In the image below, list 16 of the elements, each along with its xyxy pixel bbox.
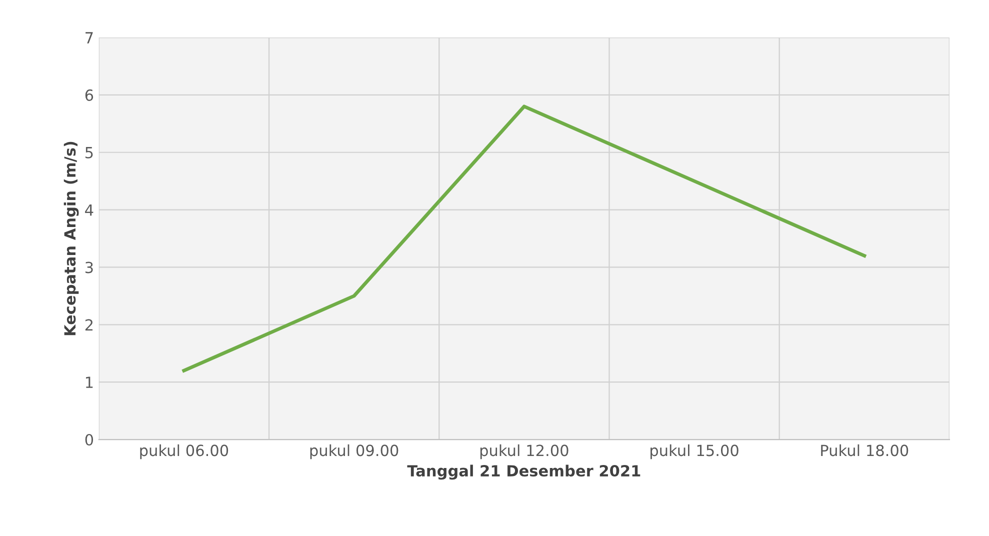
- line-series: [182, 104, 866, 372]
- x-tick-label: pukul 15.00: [650, 444, 738, 460]
- x-tick-label: pukul 12.00: [480, 444, 568, 460]
- y-tick-label: 4: [85, 204, 94, 216]
- y-tick-label: 7: [86, 32, 93, 44]
- y-axis-title: Kecepatan Angin (m/s): [64, 142, 79, 336]
- y-tick-label: 2: [85, 319, 93, 330]
- x-axis-title: Tanggal 21 Desember 2021: [407, 464, 640, 480]
- x-tick-label: pukul 06.00: [140, 444, 228, 460]
- y-tick-label: 0: [85, 434, 94, 446]
- x-tick-label: pukul 09.00: [310, 444, 398, 460]
- y-tick-label: 5: [86, 147, 93, 158]
- x-tick-label: Pukul 18.00: [821, 444, 908, 456]
- y-tick-label: 1: [86, 376, 93, 388]
- y-tick-label: 3: [85, 262, 93, 274]
- y-tick-label: 6: [85, 89, 94, 101]
